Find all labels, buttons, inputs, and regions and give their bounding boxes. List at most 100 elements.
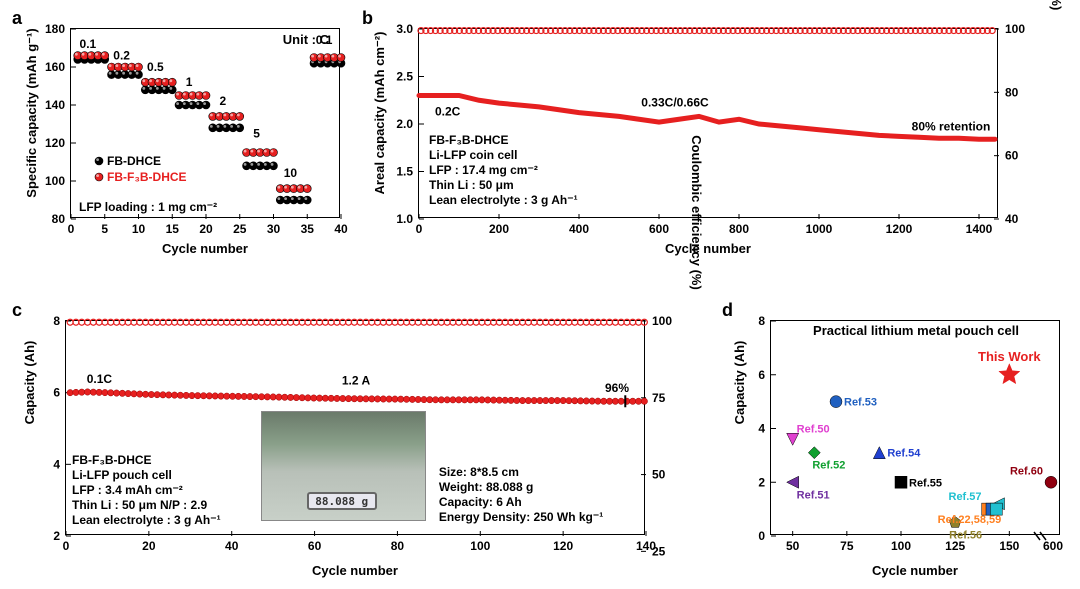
svg-text:Ref.60: Ref.60 [1010,465,1043,477]
svg-text:25: 25 [652,544,666,558]
svg-text:LFP : 3.4 mAh cm⁻²: LFP : 3.4 mAh cm⁻² [72,483,183,497]
svg-text:LFP loading : 1 mg cm⁻²: LFP loading : 1 mg cm⁻² [79,200,217,214]
svg-text:10: 10 [284,166,298,180]
svg-text:Size: 8*8.5 cm: Size: 8*8.5 cm [439,465,519,479]
svg-text:0.5: 0.5 [147,60,164,74]
svg-text:140: 140 [45,98,65,112]
svg-text:Energy Density: 250 Wh kg⁻¹: Energy Density: 250 Wh kg⁻¹ [439,510,603,524]
svg-text:100: 100 [891,539,911,553]
svg-text:100: 100 [1005,22,1025,36]
svg-text:20: 20 [199,222,213,236]
panel-c-ylabel-right: Coulombic efficiency (%) [689,105,704,320]
svg-text:Ref.53: Ref.53 [844,397,877,409]
svg-text:15: 15 [166,222,180,236]
svg-text:1000: 1000 [806,222,833,236]
svg-text:600: 600 [649,222,669,236]
svg-text:35: 35 [301,222,315,236]
panel-b-xlabel: Cycle number [418,241,998,256]
svg-text:100: 100 [652,314,672,328]
svg-text:30: 30 [267,222,281,236]
svg-text:180: 180 [45,22,65,36]
svg-text:80: 80 [52,212,66,226]
panel-a: a 0510152025303540801001201401601800.10.… [10,8,350,258]
svg-text:40: 40 [1005,212,1019,226]
svg-text:Unit : C: Unit : C [283,32,330,47]
svg-text:Li-LFP coin cell: Li-LFP coin cell [429,148,517,162]
svg-text:2.5: 2.5 [396,70,413,84]
svg-text:400: 400 [569,222,589,236]
svg-text:Ref.55: Ref.55 [909,477,942,489]
svg-text:5: 5 [253,126,260,140]
svg-text:0.2: 0.2 [113,48,130,62]
svg-text:40: 40 [225,539,239,553]
svg-text:60: 60 [1005,149,1019,163]
svg-text:0: 0 [758,529,765,543]
svg-text:FB-F₃B-DHCE: FB-F₃B-DHCE [429,133,509,147]
svg-text:120: 120 [45,136,65,150]
svg-text:LFP : 17.4 mg cm⁻²: LFP : 17.4 mg cm⁻² [429,163,538,177]
svg-text:75: 75 [652,391,666,405]
svg-text:800: 800 [729,222,749,236]
panel-a-ylabel: Specific capacity (mAh g⁻¹) [24,18,40,208]
svg-text:1: 1 [186,75,193,89]
svg-text:10: 10 [132,222,146,236]
svg-text:Ref.56: Ref.56 [949,530,982,542]
panel-d: d 507510012515060002468Practical lithium… [720,300,1070,580]
svg-text:150: 150 [999,539,1019,553]
svg-text:1200: 1200 [886,222,913,236]
panel-b: b 02004006008001000120014001.01.52.02.53… [360,8,1070,258]
svg-text:60: 60 [308,539,322,553]
svg-text:0.1: 0.1 [80,37,97,51]
svg-text:2.0: 2.0 [396,117,413,131]
svg-text:80% retention: 80% retention [912,119,991,133]
svg-text:50: 50 [786,539,800,553]
svg-text:Lean electrolyte : 3 g Ah⁻¹: Lean electrolyte : 3 g Ah⁻¹ [72,513,221,527]
svg-text:This Work: This Work [978,349,1041,364]
svg-text:100: 100 [470,539,490,553]
panel-b-ylabel-right: Coulombic efficiency (%) [1049,0,1064,28]
svg-text:Ref.22,58,59: Ref.22,58,59 [938,514,1002,526]
svg-text:Thin Li : 50 μm N/P : 2.9: Thin Li : 50 μm N/P : 2.9 [72,498,207,512]
svg-text:Li-LFP pouch cell: Li-LFP pouch cell [72,468,172,482]
svg-text:75: 75 [840,539,854,553]
svg-text:0: 0 [416,222,423,236]
svg-text:3.0: 3.0 [396,22,413,36]
svg-text:6: 6 [758,368,765,382]
svg-text:Lean electrolyte : 3 g Ah⁻¹: Lean electrolyte : 3 g Ah⁻¹ [429,193,578,207]
svg-text:2: 2 [53,529,60,543]
panel-b-ylabel-left: Areal capacity (mAh cm⁻²) [372,18,388,208]
svg-text:Weight: 88.088 g: Weight: 88.088 g [439,480,533,494]
panel-c-ylabel-left: Capacity (Ah) [22,275,37,490]
svg-text:8: 8 [758,314,765,328]
panel-c-plot: 02040608010012014024682550751000.1C1.2 A… [65,320,645,535]
svg-text:120: 120 [553,539,573,553]
svg-text:200: 200 [489,222,509,236]
svg-text:Ref.57: Ref.57 [949,491,982,503]
svg-text:600: 600 [1043,539,1063,553]
svg-text:160: 160 [45,60,65,74]
svg-text:80: 80 [1005,85,1019,99]
svg-text:1.0: 1.0 [396,212,413,226]
svg-text:0: 0 [68,222,75,236]
svg-text:1400: 1400 [966,222,993,236]
svg-text:FB-F₃B-DHCE: FB-F₃B-DHCE [72,453,152,467]
svg-text:4: 4 [53,457,60,471]
svg-text:FB-F₃B-DHCE: FB-F₃B-DHCE [107,170,187,184]
svg-text:FB-DHCE: FB-DHCE [107,154,161,168]
panel-d-xlabel: Cycle number [770,563,1060,578]
panel-c-xlabel: Cycle number [65,563,645,578]
panel-a-plot: 0510152025303540801001201401601800.10.20… [70,28,340,218]
svg-text:Ref.54: Ref.54 [887,448,921,460]
panel-c-label: c [12,300,22,321]
svg-text:5: 5 [101,222,108,236]
panel-d-plot: 507510012515060002468Practical lithium m… [770,320,1060,535]
svg-text:0: 0 [63,539,70,553]
panel-a-label: a [12,8,22,29]
svg-text:Thin Li : 50 μm: Thin Li : 50 μm [429,178,514,192]
svg-text:6: 6 [53,386,60,400]
svg-text:4: 4 [758,422,765,436]
svg-text:Ref.50: Ref.50 [797,423,830,435]
svg-text:Capacity: 6 Ah: Capacity: 6 Ah [439,495,522,509]
svg-text:96%: 96% [605,381,629,395]
svg-text:Ref.52: Ref.52 [812,460,845,472]
